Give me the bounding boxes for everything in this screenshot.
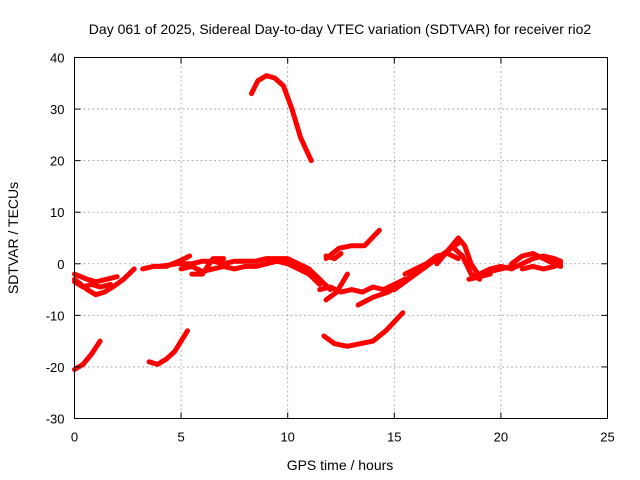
- series-track-04: [72, 338, 103, 372]
- chart-title: Day 061 of 2025, Sidereal Day-to-day VTE…: [89, 21, 592, 37]
- x-tick-label: 25: [600, 430, 614, 445]
- x-tick-label: 15: [387, 430, 401, 445]
- y-tick-label: -10: [46, 308, 65, 323]
- series-track-03: [72, 279, 114, 290]
- series-track-18: [402, 251, 461, 277]
- x-tick-label: 10: [280, 430, 294, 445]
- series-track-14: [317, 276, 408, 295]
- grid-lines: [74, 57, 608, 419]
- y-axis-label: SDTVAR / TECUs: [5, 182, 21, 294]
- series-track-10: [249, 73, 314, 164]
- series-track-05: [146, 328, 190, 367]
- series-track-15: [323, 271, 350, 303]
- series-track-09: [189, 256, 227, 277]
- x-tick-label: 20: [494, 430, 508, 445]
- series-track-11: [323, 227, 382, 262]
- y-tick-label: -20: [46, 360, 65, 375]
- x-axis-label: GPS time / hours: [287, 457, 394, 473]
- y-tick-label: -30: [46, 412, 65, 427]
- series-track-12: [323, 251, 344, 262]
- y-tick-label: 30: [50, 102, 64, 117]
- y-tick-label: 20: [50, 154, 64, 169]
- series-track-07: [157, 256, 333, 293]
- series-track-02: [72, 271, 120, 285]
- plot-frame: [74, 57, 608, 419]
- series-track-13: [321, 310, 406, 349]
- x-tick-label: 0: [71, 430, 78, 445]
- x-tick-label: 5: [177, 430, 184, 445]
- y-tick-label: 40: [50, 51, 64, 66]
- series-track-24: [519, 261, 564, 272]
- axis-ticks: 0 5 10 15 20 25 -30 -20 -10 0 10 20 30 40: [46, 51, 615, 445]
- y-tick-label: 0: [57, 257, 64, 272]
- data-series: [72, 73, 564, 372]
- y-tick-label: 10: [50, 205, 64, 220]
- series-track-22: [477, 253, 564, 277]
